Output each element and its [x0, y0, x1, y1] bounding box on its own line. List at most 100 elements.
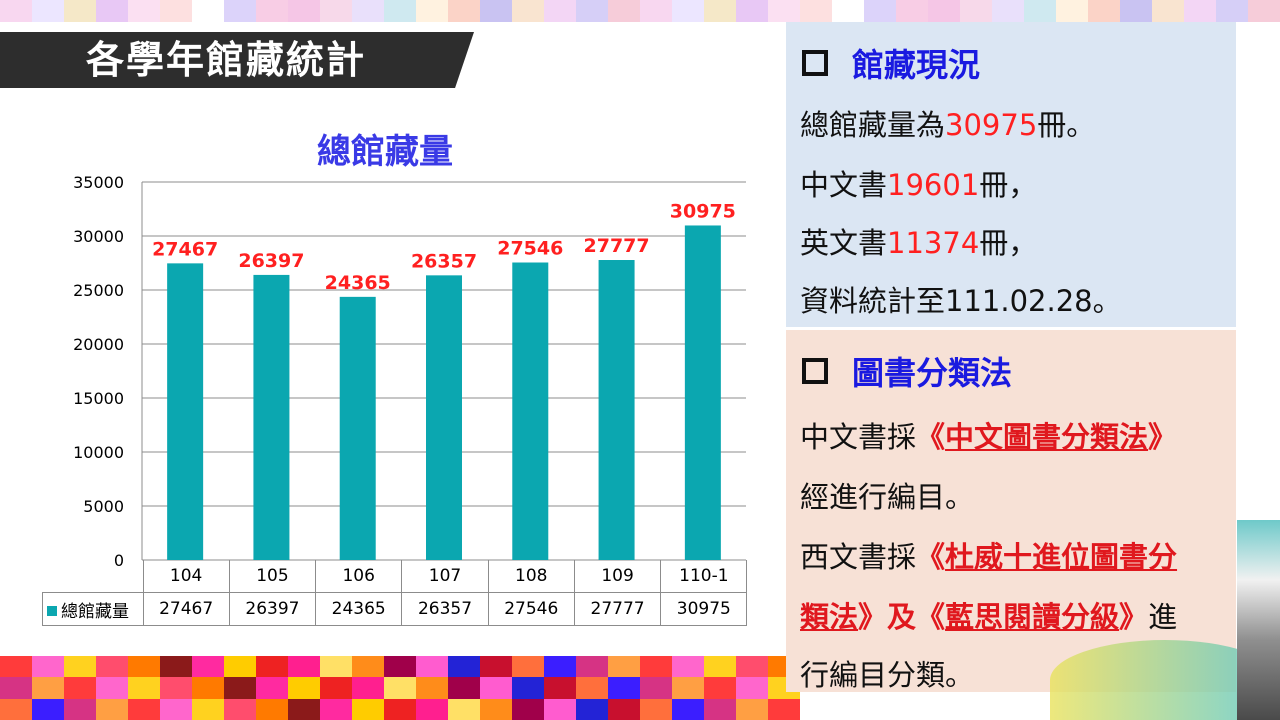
mosaic-tile — [640, 677, 672, 699]
mosaic-tile — [480, 677, 512, 699]
mosaic-tile — [480, 0, 512, 22]
mosaic-tile — [704, 0, 736, 22]
mosaic-tile — [1120, 0, 1152, 22]
mosaic-tile — [224, 677, 256, 699]
mosaic-tile — [384, 677, 416, 699]
mosaic-tile — [256, 698, 288, 720]
mosaic-tile — [32, 0, 64, 22]
mosaic-tile — [704, 677, 736, 699]
data-table-value: 26357 — [401, 592, 489, 626]
mosaic-tile — [544, 656, 576, 678]
holdings-chinese-value: 19601 — [887, 168, 980, 202]
cls-line3-prefix: 西文書採 — [800, 540, 917, 574]
mosaic-tile — [928, 0, 960, 22]
classification-line-2: 經進行編目。 — [800, 480, 975, 514]
mosaic-tile — [480, 698, 512, 720]
holdings-heading: 館藏現況 — [802, 40, 980, 86]
data-table-value: 30975 — [660, 592, 748, 626]
data-label: 27546 — [497, 238, 563, 260]
link-dewey-classification[interactable]: 杜威十進位圖書分 — [945, 540, 1178, 574]
mosaic-tile — [320, 656, 352, 678]
y-tick-label: 5000 — [83, 497, 124, 516]
data-table-value: 27467 — [142, 592, 230, 626]
mosaic-tile — [448, 698, 480, 720]
bar — [684, 225, 721, 560]
mosaic-tile — [576, 698, 608, 720]
mosaic-tile — [352, 0, 384, 22]
data-label: 27777 — [584, 235, 650, 257]
mosaic-tile — [704, 698, 736, 720]
x-tick-label: 104 — [142, 560, 230, 593]
mosaic-tile — [96, 698, 128, 720]
mosaic-tile — [192, 698, 224, 720]
data-label: 26357 — [411, 250, 477, 272]
checkbox-square-icon — [802, 50, 828, 76]
classification-heading-text: 圖書分類法 — [852, 354, 1013, 392]
holdings-panel: 館藏現況 總館藏量為30975冊。 中文書19601冊， 英文書11374冊， … — [786, 22, 1236, 327]
holdings-chinese-suffix: 冊， — [979, 168, 1038, 202]
mosaic-tile — [608, 698, 640, 720]
link-chinese-classification[interactable]: 中文圖書分類法 — [945, 420, 1149, 454]
chart-data-table: 104 105 106 107 108 109 110-1 總館藏量 27467 26397 2… — [42, 560, 748, 626]
mosaic-tile — [672, 677, 704, 699]
mosaic-tile — [416, 656, 448, 678]
mosaic-tile — [320, 677, 352, 699]
mosaic-tile — [64, 677, 96, 699]
x-tick-label: 105 — [228, 560, 317, 593]
mosaic-tile — [416, 677, 448, 699]
mosaic-tile — [800, 0, 832, 22]
mosaic-tile — [384, 0, 416, 22]
slide-title: 各學年館藏統計 — [86, 38, 367, 82]
link-dewey-classification-cont[interactable]: 類法 — [800, 600, 859, 634]
checkbox-square-icon — [802, 358, 828, 384]
mosaic-tile — [448, 677, 480, 699]
mosaic-tile — [160, 677, 192, 699]
data-label: 24365 — [325, 272, 391, 294]
mosaic-tile — [768, 0, 800, 22]
mosaic-tile — [32, 698, 64, 720]
mosaic-tile — [352, 698, 384, 720]
mosaic-tile — [576, 656, 608, 678]
mosaic-tile — [416, 698, 448, 720]
mosaic-tile — [256, 0, 288, 22]
link-lexile-framework[interactable]: 藍思閱讀分級 — [945, 600, 1120, 634]
mosaic-tile — [544, 0, 576, 22]
mosaic-tile — [640, 0, 672, 22]
mosaic-tile — [608, 0, 640, 22]
mosaic-tile — [576, 0, 608, 22]
x-tick-label: 107 — [401, 560, 489, 593]
mosaic-tile — [736, 677, 768, 699]
mosaic-tile — [544, 698, 576, 720]
holdings-chinese-prefix: 中文書 — [800, 168, 888, 202]
classification-line-1: 中文書採《中文圖書分類法》 — [800, 414, 1177, 456]
mosaic-tile — [736, 0, 768, 22]
mosaic-tile — [160, 698, 192, 720]
bar — [253, 274, 290, 560]
mosaic-tile — [672, 656, 704, 678]
mosaic-tile — [224, 698, 256, 720]
mosaic-tile — [608, 677, 640, 699]
mosaic-tile — [1024, 0, 1056, 22]
data-table-value: 26397 — [228, 592, 317, 626]
mosaic-tile — [64, 698, 96, 720]
mosaic-tile — [576, 677, 608, 699]
classification-panel: 圖書分類法 中文書採《中文圖書分類法》 經進行編目。 西文書採《杜威十進位圖書分… — [786, 330, 1236, 692]
x-tick-label: 109 — [573, 560, 662, 593]
legend-key-icon — [47, 605, 57, 616]
y-tick-label: 25000 — [73, 281, 124, 300]
data-label: 26397 — [238, 250, 304, 272]
mosaic-tile — [192, 0, 224, 22]
mosaic-tile — [320, 698, 352, 720]
x-tick-label: 106 — [315, 560, 403, 593]
mosaic-tile — [992, 0, 1024, 22]
mosaic-tile — [160, 0, 192, 22]
mosaic-tile — [736, 656, 768, 678]
mosaic-tile — [672, 0, 704, 22]
mosaic-tile — [448, 656, 480, 678]
mosaic-tile — [1216, 0, 1248, 22]
mosaic-tile — [160, 656, 192, 678]
chart-title: 總館藏量 — [317, 132, 453, 172]
holdings-total-suffix: 冊。 — [1037, 108, 1096, 142]
mosaic-tile — [512, 0, 544, 22]
data-table-header-row: 104 105 106 107 108 109 110-1 — [42, 560, 748, 593]
